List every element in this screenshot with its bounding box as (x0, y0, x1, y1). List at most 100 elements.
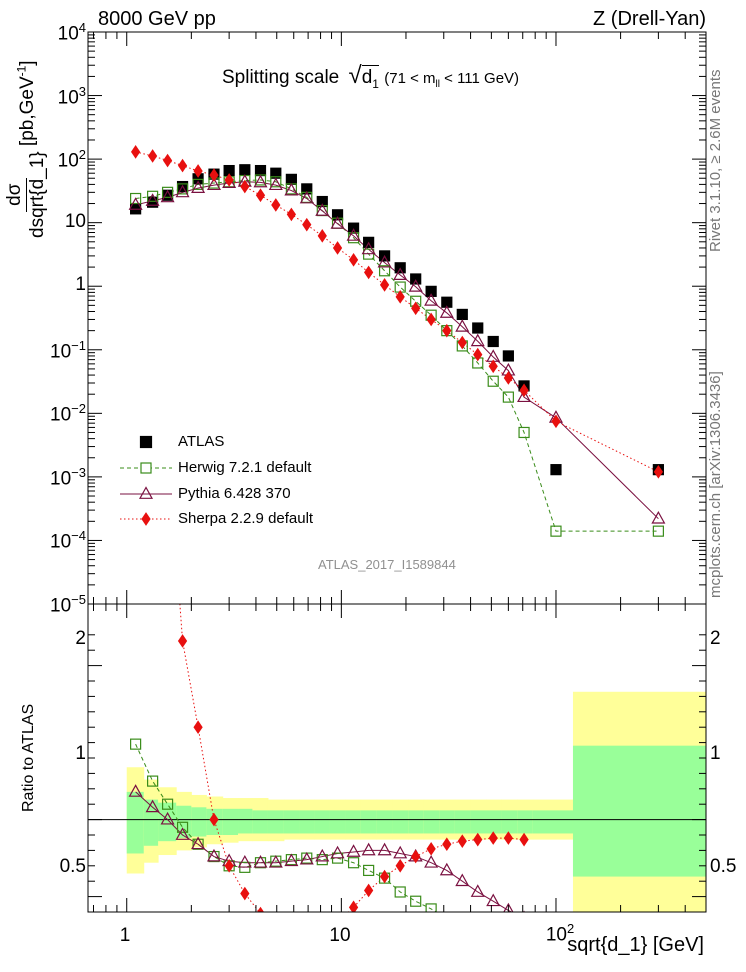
pythia-point (160, 189, 175, 203)
pythia-ratio-point (206, 848, 222, 862)
pythia-ratio-point (455, 873, 470, 887)
band-inner-bin (501, 810, 518, 834)
sherpa-point (457, 335, 467, 350)
sherpa-ratio-point (503, 831, 513, 845)
sherpa-ratio-point (177, 634, 188, 648)
pythia-ratio-point (361, 842, 376, 856)
herwig-ratio-point (410, 895, 422, 907)
sherpa-point (271, 198, 281, 212)
sqrt-radicand: d1 (361, 65, 379, 91)
band-inner-bin (191, 807, 207, 837)
ratio-ytick-right-1: 1 (710, 743, 721, 764)
sherpa-ratio-point (364, 883, 374, 898)
herwig-point (130, 192, 142, 205)
pythia-ratio-point (175, 827, 190, 840)
pythia-ratio-point (268, 855, 283, 868)
xtick-1-base: 1 (119, 925, 131, 946)
sherpa-point (379, 278, 390, 292)
herwig-ratio-point (254, 857, 267, 869)
band-inner-bin (439, 810, 456, 834)
cut-sub: ll (435, 79, 440, 90)
band-inner-bin (267, 810, 285, 834)
sherpa-ratio-point (457, 834, 467, 848)
pythia-ratio-point (299, 851, 314, 865)
legend-markers (120, 435, 172, 526)
legend-label-herwig: Herwig 7.2.1 default (178, 459, 312, 476)
pythia-ratio-point (160, 811, 175, 825)
herwig-point (502, 391, 514, 403)
sherpa-ratio-point (240, 886, 250, 901)
sherpa-point (348, 253, 359, 267)
sqrt-var: d (361, 67, 373, 88)
mc-curves (135, 151, 659, 912)
ytick-base: 1 (75, 274, 86, 296)
mcplots-label: mcplots.cern.ch [arXiv:1306.3436] (707, 371, 724, 598)
y-label-unit-open: [pb,GeV (16, 76, 38, 147)
ratio-markers (128, 634, 529, 912)
legend-label-atlas: ATLAS (178, 433, 225, 450)
sherpa-point (426, 312, 436, 327)
pythia-point (315, 203, 330, 216)
pythia-point (346, 228, 361, 241)
ytick-exp: −3 (71, 464, 86, 480)
sherpa-point (551, 414, 561, 429)
sherpa-point (240, 179, 250, 194)
xtick-100-exp: 2 (566, 921, 575, 936)
pythia-point (517, 389, 532, 403)
ytick-exp: 2 (78, 147, 86, 163)
herwig-ratio-point (363, 864, 375, 877)
atlas-point (410, 273, 422, 285)
y-label-unit-exp: -1 (14, 65, 29, 77)
pythia-point (175, 184, 190, 198)
pythia-point (393, 267, 408, 280)
ytick-label: 1 (75, 274, 86, 296)
pythia-point (128, 197, 143, 210)
atlas-point (347, 222, 360, 234)
band-inner-bin (314, 810, 331, 834)
band-inner-bin (392, 810, 409, 834)
cut-close: < 111 GeV) (439, 70, 520, 87)
xtick-10-base: 10 (329, 925, 351, 946)
sherpa-point (395, 290, 405, 304)
sqrt-symbol: √ (348, 62, 362, 89)
pythia-point (284, 182, 299, 196)
pythia-point (651, 510, 666, 524)
herwig-ratio-point (425, 903, 437, 912)
sherpa-point (224, 173, 234, 187)
atlas-point (316, 195, 328, 208)
ytick-exp: −2 (71, 401, 86, 417)
xtick-1: 1 (120, 925, 131, 947)
herwig-ratio-point (130, 738, 142, 750)
ytick-base: 10 (50, 341, 72, 363)
pythia-point (268, 177, 283, 191)
band-inner-bin (408, 810, 425, 834)
sherpa-ratio-point (379, 869, 390, 884)
herwig-point (518, 426, 530, 439)
pythia-ratio-point (424, 855, 439, 868)
pythia-ratio-point (470, 884, 485, 897)
top-markers (128, 145, 666, 537)
herwig-ratio-point (347, 857, 360, 869)
plot-title: Splitting scale √d1 (71 < mll < 111 GeV) (222, 62, 519, 91)
herwig-point (147, 190, 159, 202)
pythia-point (455, 319, 470, 332)
pythia-ratio-point (315, 848, 330, 862)
pythia-point (439, 305, 454, 318)
atlas-point (147, 196, 159, 208)
herwig-point (270, 176, 282, 188)
y-label-num: dσ (4, 177, 27, 212)
pythia-ratio-point (284, 853, 299, 867)
ratio-curve-sherpa (179, 604, 525, 912)
atlas-point (425, 285, 437, 297)
ytick-base: 10 (50, 531, 72, 553)
sherpa-point (162, 153, 173, 168)
atlas-point (487, 335, 499, 348)
band-inner-bin (158, 802, 177, 842)
y-axis-label-top: dσ dsqrt{d_1} [pb,GeV-1] (4, 60, 49, 238)
pythia-point (470, 333, 485, 347)
ytick-exp: −5 (71, 592, 86, 607)
band-inner-bin (454, 810, 472, 834)
xtick-10: 10 (329, 925, 350, 947)
sherpa-ratio-point (256, 906, 265, 912)
pythia-point (408, 279, 423, 292)
